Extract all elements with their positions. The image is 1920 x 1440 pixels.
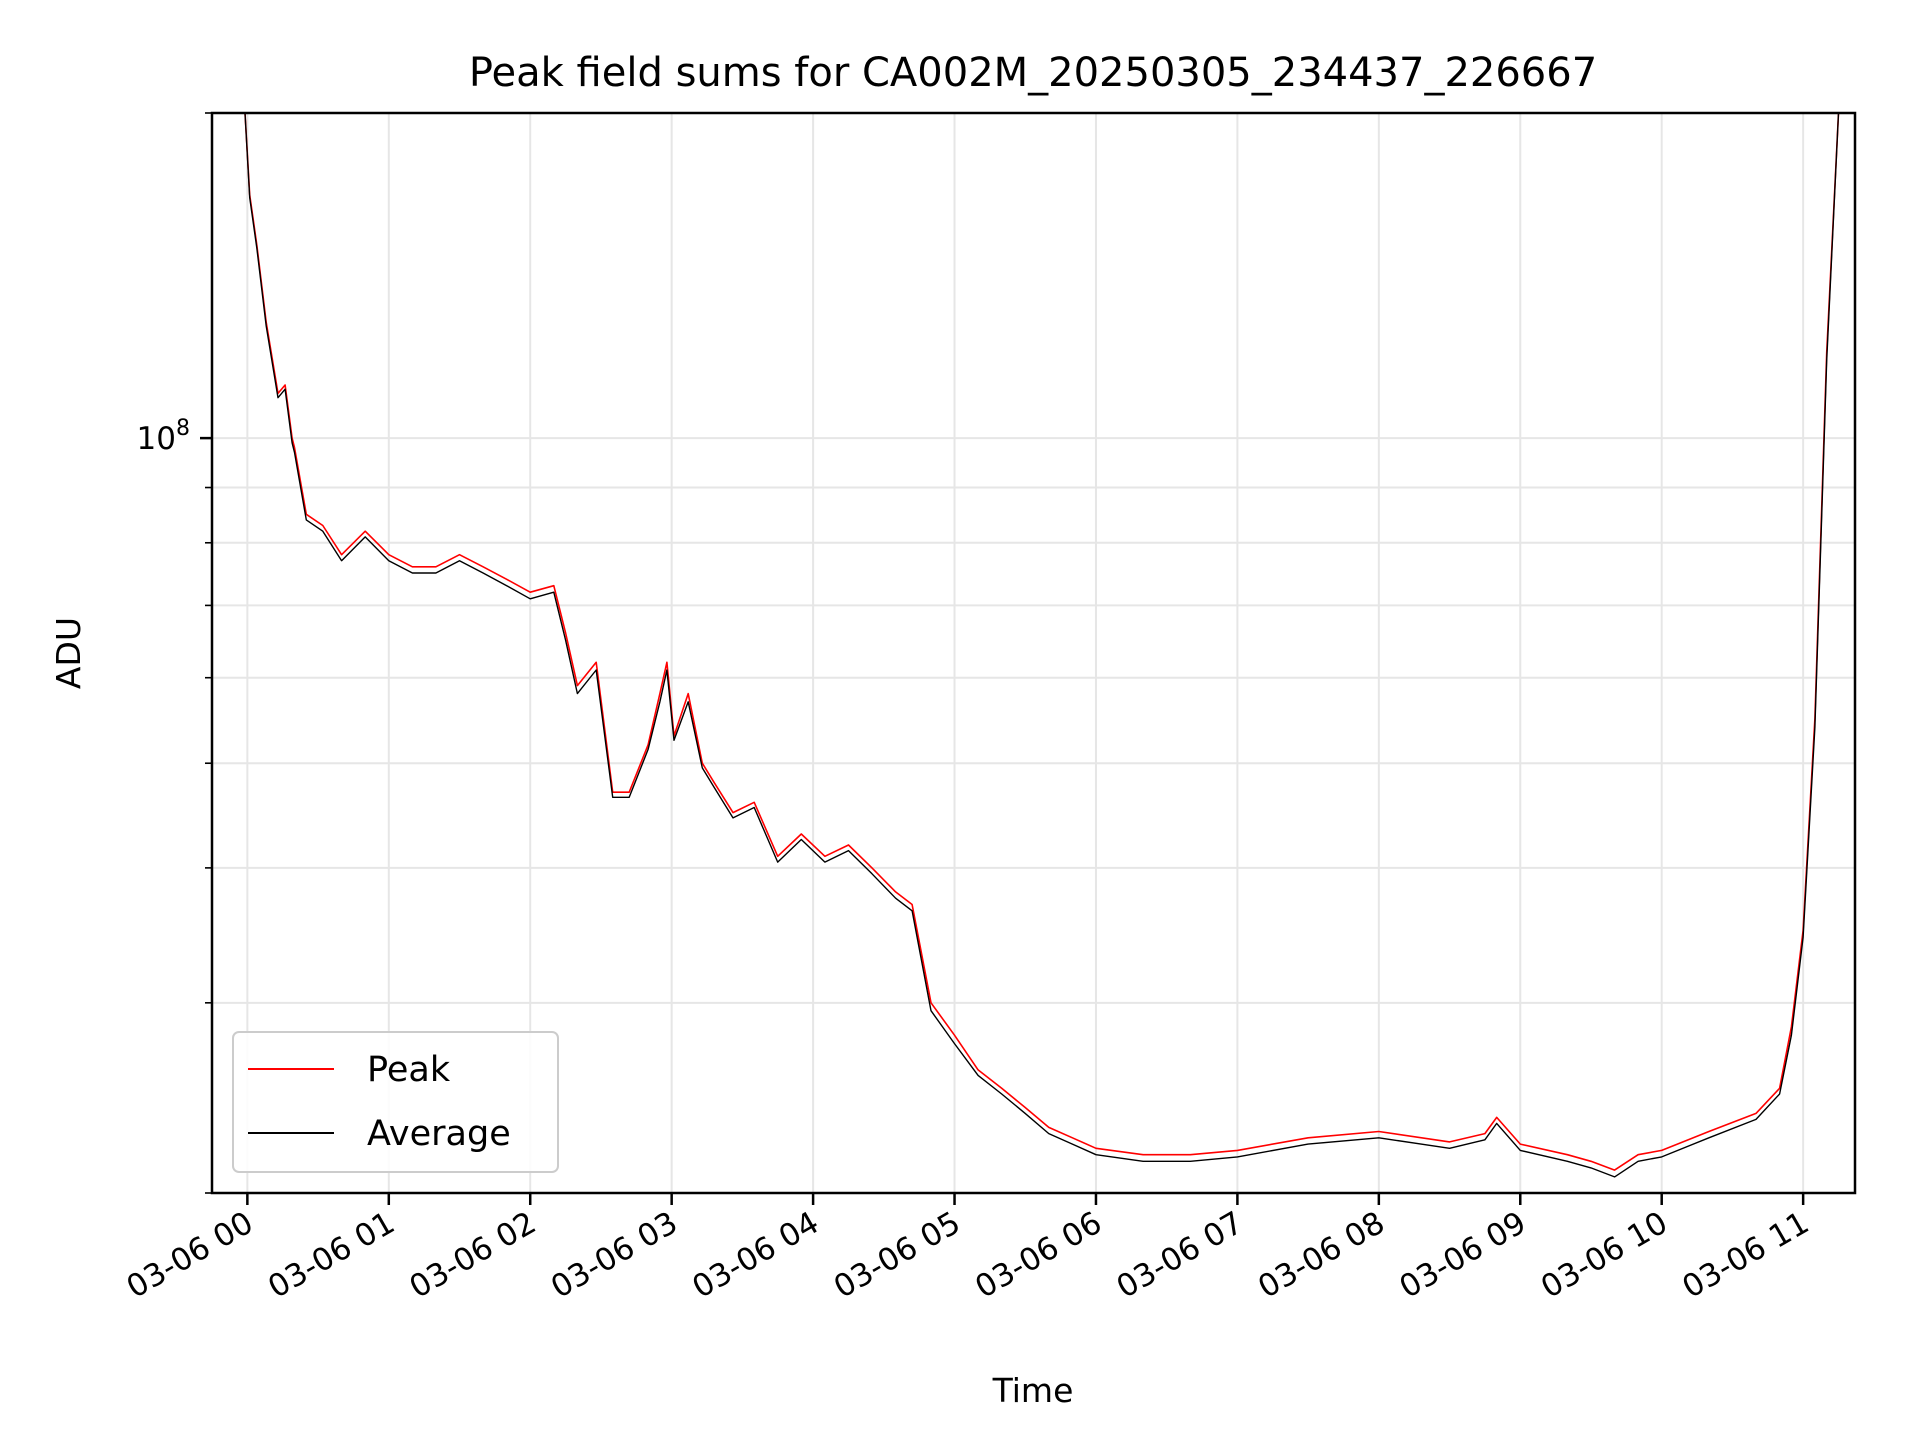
plot-frame	[210, 111, 1857, 1195]
legend-peak-label: Peak	[367, 1050, 451, 1090]
series-layer	[244, 113, 1840, 1178]
peak-series-line	[244, 113, 1840, 1171]
x-axis-label: Time	[992, 1371, 1074, 1410]
legend: Peak Average	[232, 1031, 559, 1173]
chart-title: Peak field sums for CA002M_20250305_2344…	[469, 50, 1597, 96]
y-axis-label: ADU	[49, 617, 88, 689]
legend-average-label: Average	[367, 1114, 511, 1154]
y-tick-label: 108	[137, 416, 190, 457]
average-series-line	[244, 113, 1840, 1178]
legend-box	[232, 1031, 559, 1173]
